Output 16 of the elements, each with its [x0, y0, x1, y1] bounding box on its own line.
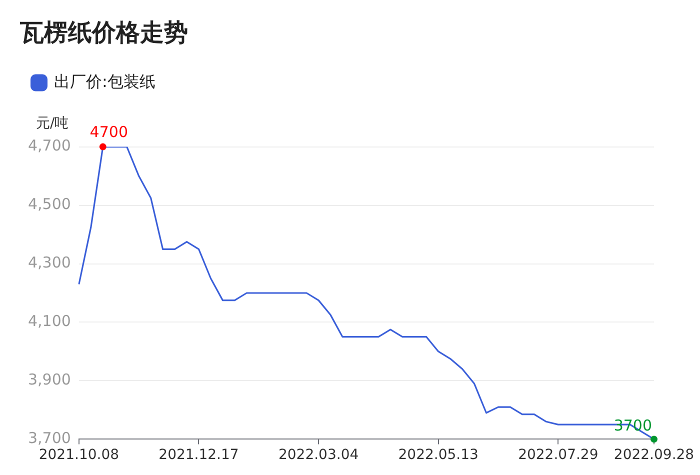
x-tick-label: 2022.05.13	[398, 447, 478, 464]
legend-label: 出厂价:包装纸	[54, 72, 156, 91]
x-tick-label: 2022.07.29	[518, 447, 598, 464]
x-tick-label: 2022.09.28	[614, 447, 694, 464]
annotation: 4700	[90, 123, 128, 142]
y-tick-label: 4,100	[28, 312, 71, 330]
x-tick-label: 2021.12.17	[158, 447, 239, 464]
y-tick-label: 4,700	[28, 136, 71, 155]
y-tick-label: 4,500	[28, 195, 71, 214]
y-tick-label: 3,900	[28, 370, 71, 389]
x-tick-label: 2022.03.04	[278, 447, 359, 464]
y-axis-title: 元/吨	[36, 115, 69, 132]
y-tick-label: 4,300	[28, 254, 71, 272]
x-tick-label: 2021.10.08	[38, 447, 120, 464]
y-tick-label: 3,700	[28, 429, 71, 448]
chart-title: 瓦楞纸价格走势	[19, 18, 188, 47]
